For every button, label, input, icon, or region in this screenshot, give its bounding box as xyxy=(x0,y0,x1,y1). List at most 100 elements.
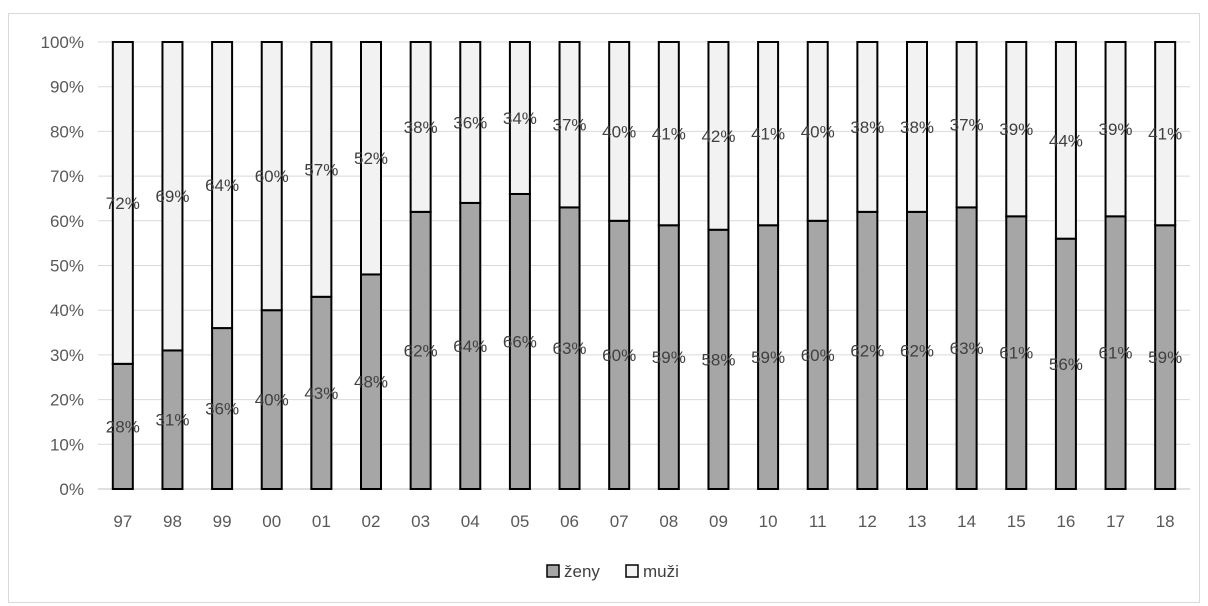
chart-frame xyxy=(8,13,1200,603)
data-label-zeny: 43% xyxy=(304,384,338,403)
bar-muzi xyxy=(1154,41,1177,227)
x-tick-label: 07 xyxy=(610,512,629,531)
x-tick-label: 00 xyxy=(262,512,281,531)
data-label-muzi: 52% xyxy=(354,149,388,168)
data-label-zeny: 62% xyxy=(850,341,884,360)
data-label-zeny: 63% xyxy=(553,339,587,358)
legend-label-muzi: muži xyxy=(643,562,679,581)
x-tick-label: 16 xyxy=(1056,512,1075,531)
x-tick-label: 99 xyxy=(213,512,232,531)
data-label-muzi: 39% xyxy=(1099,120,1133,139)
bar-muzi xyxy=(608,41,631,222)
bar-muzi xyxy=(508,41,531,195)
x-tick-label: 09 xyxy=(709,512,728,531)
data-label-zeny: 36% xyxy=(205,400,239,419)
x-tick-label: 06 xyxy=(560,512,579,531)
data-label-zeny: 61% xyxy=(999,344,1033,363)
legend-swatch-zeny xyxy=(546,564,560,578)
y-tick-label: 100% xyxy=(41,33,84,52)
data-label-muzi: 40% xyxy=(801,122,835,141)
x-tick-label: 12 xyxy=(858,512,877,531)
y-tick-label: 30% xyxy=(50,346,84,365)
x-tick-label: 05 xyxy=(510,512,529,531)
data-label-muzi: 41% xyxy=(1148,125,1182,144)
bar-muzi xyxy=(806,41,829,222)
y-tick-label: 10% xyxy=(50,435,84,454)
data-label-zeny: 59% xyxy=(652,348,686,367)
x-tick-label: 17 xyxy=(1106,512,1125,531)
data-label-zeny: 59% xyxy=(1148,348,1182,367)
data-label-muzi: 60% xyxy=(255,167,289,186)
data-label-zeny: 62% xyxy=(900,341,934,360)
bar-muzi xyxy=(459,41,482,204)
y-tick-label: 80% xyxy=(50,122,84,141)
data-label-zeny: 31% xyxy=(155,411,189,430)
bar-muzi xyxy=(161,41,184,352)
y-tick-label: 60% xyxy=(50,212,84,231)
y-tick-label: 90% xyxy=(50,78,84,97)
data-label-muzi: 39% xyxy=(999,120,1033,139)
data-label-muzi: 44% xyxy=(1049,131,1083,150)
bar-muzi xyxy=(1005,41,1028,218)
y-tick-label: 20% xyxy=(50,391,84,410)
data-label-zeny: 64% xyxy=(453,337,487,356)
x-tick-label: 98 xyxy=(163,512,182,531)
x-tick-label: 11 xyxy=(809,512,827,531)
x-tick-label: 04 xyxy=(461,512,480,531)
y-tick-label: 50% xyxy=(50,257,84,276)
bar-muzi xyxy=(260,41,283,312)
y-tick-label: 70% xyxy=(50,167,84,186)
data-label-muzi: 41% xyxy=(751,125,785,144)
data-label-zeny: 63% xyxy=(950,339,984,358)
bar-muzi xyxy=(111,41,134,365)
y-tick-label: 0% xyxy=(59,480,84,499)
bar-muzi xyxy=(757,41,780,227)
x-tick-label: 10 xyxy=(759,512,778,531)
data-label-muzi: 34% xyxy=(503,109,537,128)
data-label-zeny: 59% xyxy=(751,348,785,367)
data-label-zeny: 60% xyxy=(801,346,835,365)
bar-muzi xyxy=(1054,41,1077,240)
data-label-muzi: 38% xyxy=(850,118,884,137)
data-label-zeny: 40% xyxy=(255,391,289,410)
y-tick-label: 40% xyxy=(50,301,84,320)
data-label-muzi: 38% xyxy=(900,118,934,137)
x-tick-label: 03 xyxy=(411,512,430,531)
data-label-muzi: 37% xyxy=(553,116,587,135)
data-label-muzi: 57% xyxy=(304,160,338,179)
legend-label-zeny: ženy xyxy=(564,562,600,581)
data-label-muzi: 38% xyxy=(404,118,438,137)
bar-muzi xyxy=(310,41,333,298)
legend-swatch-muzi xyxy=(625,564,639,578)
bar-muzi xyxy=(409,41,432,213)
data-label-zeny: 66% xyxy=(503,332,537,351)
data-label-muzi: 36% xyxy=(453,113,487,132)
data-label-zeny: 48% xyxy=(354,373,388,392)
x-tick-label: 13 xyxy=(908,512,927,531)
x-tick-label: 18 xyxy=(1156,512,1175,531)
x-tick-label: 14 xyxy=(957,512,976,531)
bar-muzi xyxy=(360,41,382,276)
data-label-muzi: 72% xyxy=(106,194,140,213)
data-label-muzi: 42% xyxy=(701,127,735,146)
bar-muzi xyxy=(1104,41,1127,218)
x-tick-label: 02 xyxy=(362,512,381,531)
data-label-muzi: 69% xyxy=(155,187,189,206)
data-label-muzi: 40% xyxy=(602,122,636,141)
data-label-muzi: 64% xyxy=(205,176,239,195)
bar-muzi xyxy=(906,41,928,213)
x-tick-label: 08 xyxy=(659,512,678,531)
data-label-zeny: 61% xyxy=(1099,344,1133,363)
bar-muzi xyxy=(558,41,581,209)
data-label-muzi: 37% xyxy=(950,116,984,135)
data-label-zeny: 58% xyxy=(701,350,735,369)
bar-muzi xyxy=(955,41,978,209)
bar-muzi xyxy=(856,41,879,213)
data-label-zeny: 62% xyxy=(404,341,438,360)
bar-muzi xyxy=(211,41,234,330)
data-label-zeny: 60% xyxy=(602,346,636,365)
data-label-zeny: 28% xyxy=(106,417,140,436)
x-tick-label: 97 xyxy=(113,512,132,531)
x-tick-label: 15 xyxy=(1007,512,1026,531)
